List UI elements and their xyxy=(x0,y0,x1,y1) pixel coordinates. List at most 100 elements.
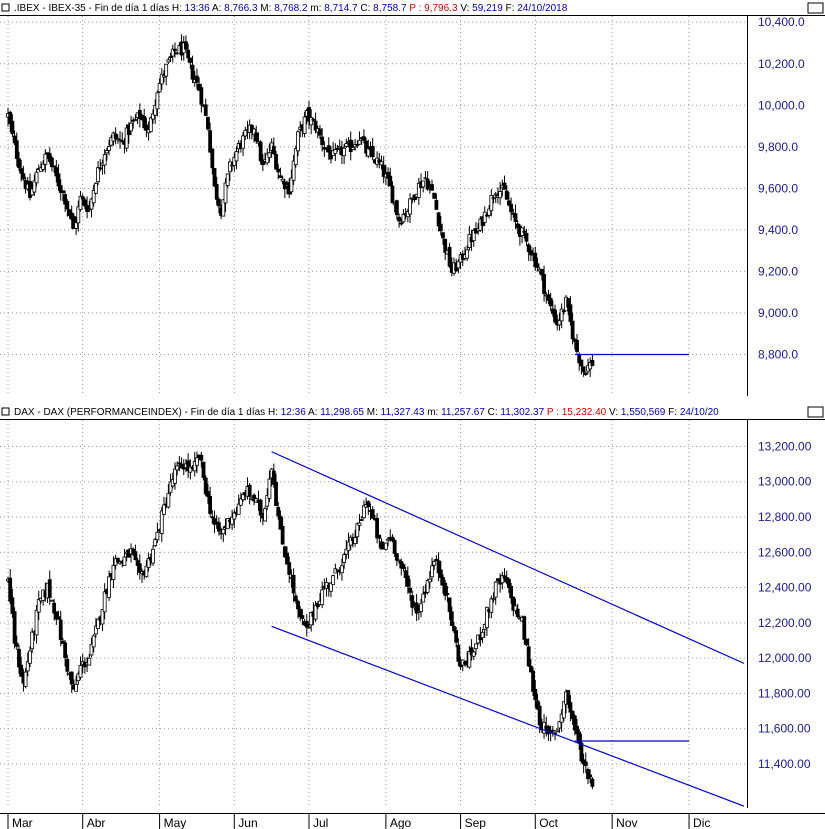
ibex-candle-body xyxy=(533,252,538,268)
ibex-header-field-label: M: xyxy=(260,3,274,14)
dax-candle-body xyxy=(377,534,382,539)
dax-candle-body xyxy=(173,468,177,484)
ibex-candle-body xyxy=(342,147,347,157)
ibex-candle-body xyxy=(434,200,439,210)
ibex-candle-body xyxy=(399,222,404,225)
ibex-panel[interactable]: .IBEX - IBEX-35 - Fin de día 1 días H: 1… xyxy=(0,0,825,396)
ibex-panel-maximize-icon[interactable] xyxy=(807,2,824,14)
dax-candle-body xyxy=(203,477,208,495)
ibex-candle-body xyxy=(333,149,338,154)
ibex-candle-body xyxy=(168,56,173,58)
ibex-candle-body xyxy=(157,83,162,93)
dax-candle-body xyxy=(500,575,505,584)
dax-candle-body xyxy=(58,619,63,640)
dax-candle-body xyxy=(583,761,588,767)
dax-panel-menu-icon[interactable] xyxy=(1,407,10,416)
ibex-candle-body xyxy=(65,201,70,210)
ibex-candle-body xyxy=(386,171,390,179)
dax-candle-body xyxy=(493,581,498,598)
dax-candle-body xyxy=(201,461,206,478)
ibex-candle-body xyxy=(504,190,509,200)
dax-candle-body xyxy=(146,558,151,568)
ibex-ytick-label: 9,600.0 xyxy=(758,181,798,195)
ibex-candle-body xyxy=(276,168,281,173)
dax-candle-body xyxy=(353,537,358,544)
dax-candle-body xyxy=(533,688,538,701)
ibex-candle-body xyxy=(17,158,21,168)
x-axis-month-label: Ago xyxy=(390,816,412,829)
ibex-candle-body xyxy=(498,191,503,199)
dax-candle-body xyxy=(210,516,215,519)
dax-candle-body xyxy=(566,690,571,705)
dax-candle-body xyxy=(107,576,111,598)
ibex-candle-body xyxy=(335,147,340,150)
ibex-candle-body xyxy=(311,118,316,121)
ibex-candle-body xyxy=(357,139,362,145)
dax-candle-body xyxy=(137,563,142,573)
dax-ytick-label: 13,200.00 xyxy=(758,439,812,453)
dax-candle-body xyxy=(78,665,83,678)
dax-candle-body xyxy=(531,670,535,692)
dax-candle-body xyxy=(489,598,494,613)
ibex-header-field-label: H: xyxy=(172,3,185,14)
ibex-candle-body xyxy=(102,154,107,166)
ibex-candle-body xyxy=(223,182,228,204)
dax-candle-body xyxy=(522,616,527,640)
ibex-candle-body xyxy=(355,144,360,146)
ibex-candle-body xyxy=(258,141,263,162)
dax-candle-body xyxy=(168,481,173,493)
ibex-candle-body xyxy=(208,130,213,153)
ibex-candle-body xyxy=(581,366,586,373)
dax-candle-body xyxy=(456,644,461,662)
dax-candle-body xyxy=(14,642,19,647)
ibex-candle-body xyxy=(289,177,294,193)
dax-panel[interactable]: DAX - DAX (PERFORMANCEINDEX) - Fin de dí… xyxy=(0,404,825,808)
ibex-candle-body xyxy=(41,163,46,170)
dax-candle-body xyxy=(370,509,375,519)
dax-header-field-label: m: xyxy=(427,407,441,418)
dax-upper-channel-line[interactable] xyxy=(271,451,745,664)
dax-candle-body xyxy=(390,536,395,541)
ibex-candle-body xyxy=(249,124,254,132)
dax-candle-body xyxy=(265,495,270,507)
dax-panel-maximize-icon[interactable] xyxy=(807,406,824,418)
dax-candle-body xyxy=(17,648,21,668)
ibex-candle-body xyxy=(153,104,158,116)
dax-candle-body xyxy=(287,562,292,575)
ibex-candle-body xyxy=(441,232,445,239)
dax-ytick-label: 12,400.00 xyxy=(758,581,812,595)
ibex-candle-body xyxy=(579,359,584,367)
ibex-candle-body xyxy=(280,178,285,182)
ibex-candle-body xyxy=(151,113,155,120)
ibex-candle-body xyxy=(260,160,265,166)
ibex-candle-body xyxy=(197,83,202,91)
ibex-candle-body xyxy=(69,212,74,220)
ibex-candle-body xyxy=(412,194,417,201)
ibex-candle-body xyxy=(568,304,573,322)
dax-candle-body xyxy=(186,460,191,472)
ibex-candle-body xyxy=(465,249,470,259)
dax-header-text: DAX - DAX (PERFORMANCEINDEX) - Fin de dí… xyxy=(14,407,719,418)
dax-candle-body xyxy=(236,503,241,515)
dax-header-bar xyxy=(0,404,825,420)
dax-candle-body xyxy=(436,560,441,574)
dax-candle-body xyxy=(344,548,349,555)
dax-header-field-value: 11,327.43 xyxy=(381,407,428,418)
dax-candle-body xyxy=(188,466,193,473)
dax-ytick-label: 12,000.00 xyxy=(758,651,812,665)
dax-candle-body xyxy=(23,671,28,687)
ibex-candle-body xyxy=(302,116,307,134)
dax-candle-body xyxy=(225,518,230,530)
dax-header-field-label: A: xyxy=(308,407,320,418)
ibex-candle-body xyxy=(362,136,366,141)
dax-candle-body xyxy=(528,665,533,673)
dax-candle-body xyxy=(397,559,401,562)
dax-candle-body xyxy=(217,522,221,532)
ibex-ytick-label: 10,200.0 xyxy=(758,57,805,71)
x-axis-month-label: Dic xyxy=(693,816,710,829)
ibex-header-field-value: 59,219 xyxy=(472,3,505,14)
ibex-panel-menu-icon[interactable] xyxy=(1,3,10,12)
dax-candle-body xyxy=(56,616,61,620)
dax-candle-body xyxy=(561,701,566,719)
dax-lower-channel-line[interactable] xyxy=(271,625,745,807)
